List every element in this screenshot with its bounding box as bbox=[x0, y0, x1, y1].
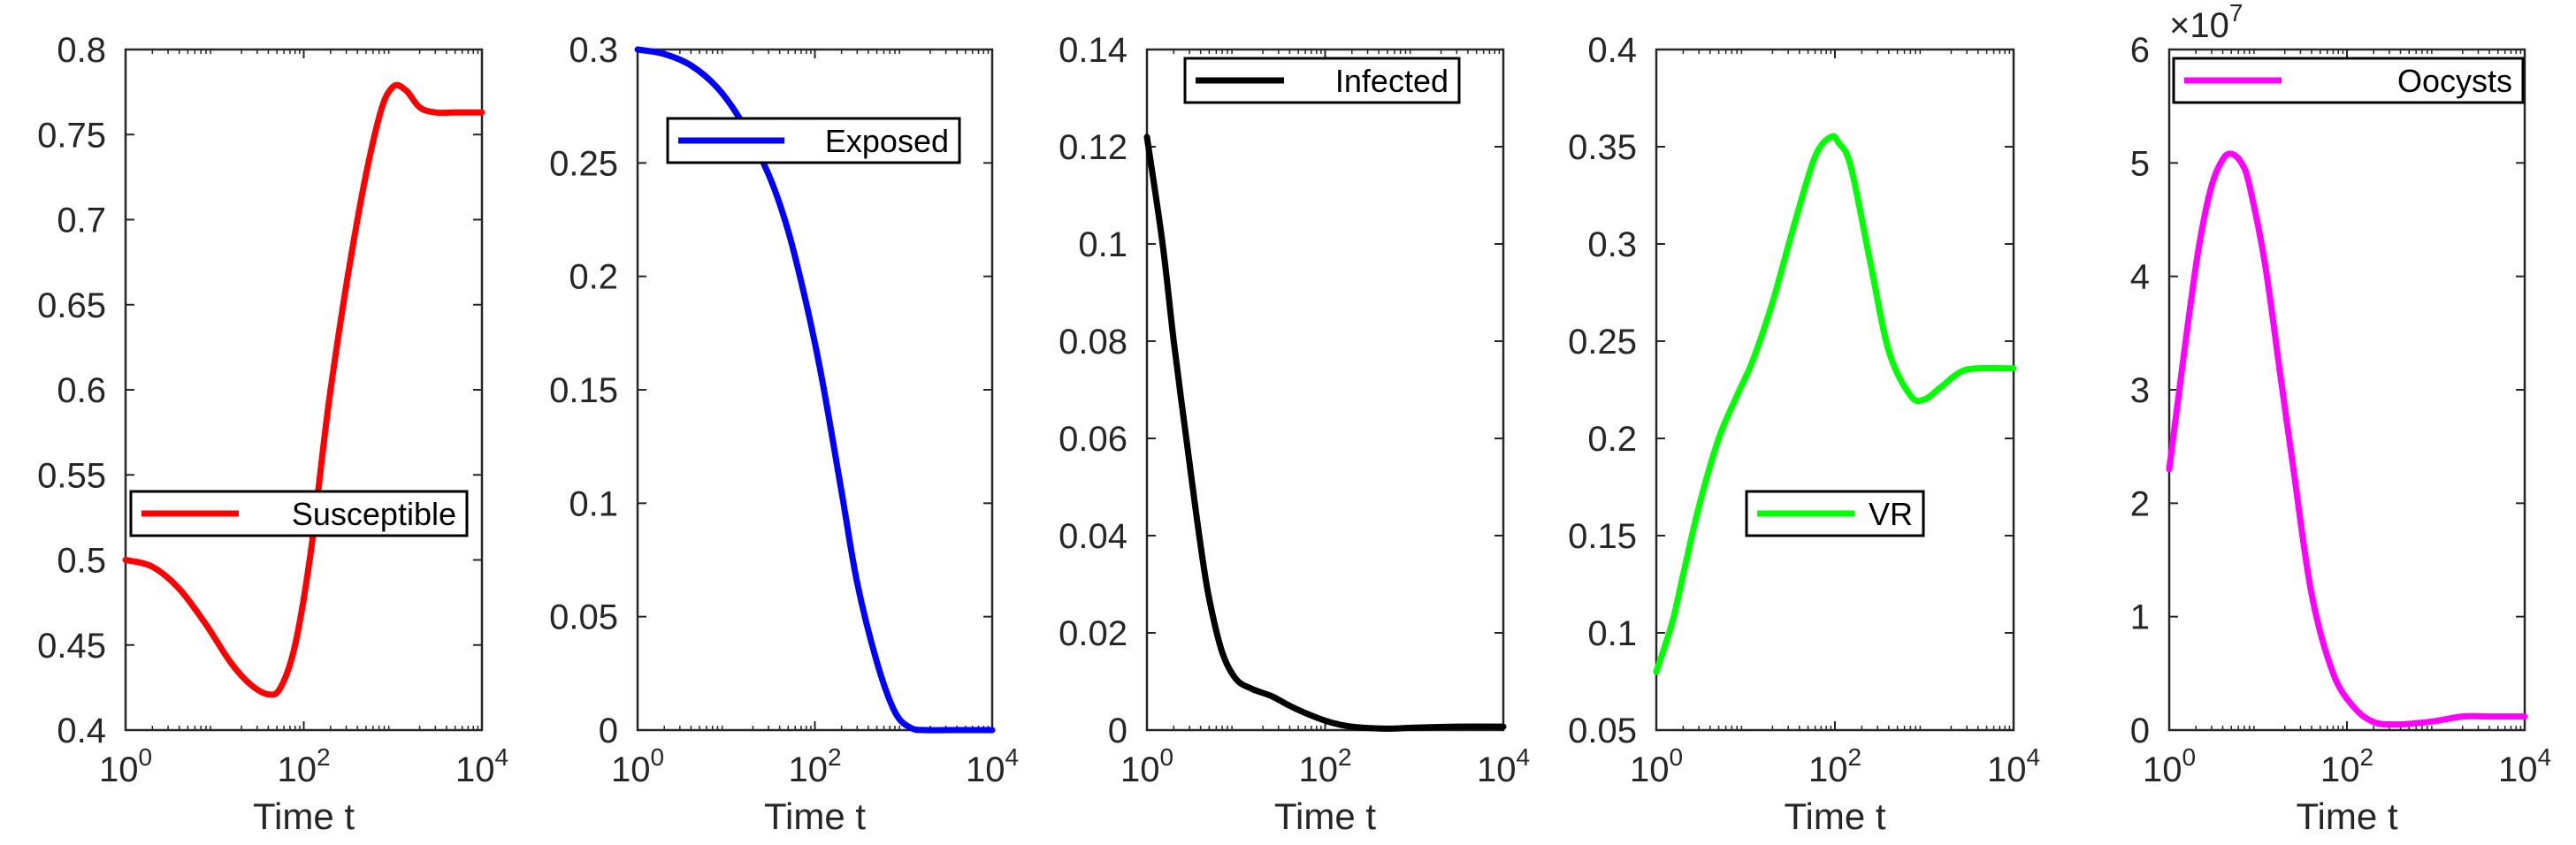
y-tick-label: 0 bbox=[599, 712, 618, 750]
y-tick-label: 3 bbox=[2130, 371, 2150, 410]
y-tick-label: 0.04 bbox=[1059, 517, 1127, 556]
y-tick-label: 0.8 bbox=[57, 31, 106, 70]
series-line-exposed bbox=[634, 46, 996, 734]
panel-susceptible: 100 102 104 0.4 0.45 0.5 0.55 0.6 0.65 0.7 0.75 0.8… bbox=[37, 31, 508, 837]
x-axis-label: Time t bbox=[1274, 796, 1376, 837]
x-axis-label: Time t bbox=[764, 796, 866, 837]
legend: VR bbox=[1745, 490, 1925, 537]
legend-label: Infected bbox=[1335, 63, 1449, 99]
y-tick-label: 0.02 bbox=[1059, 614, 1127, 653]
x-tick-label: 102 bbox=[2320, 743, 2373, 789]
panel-vr: 100 102 104 0.05 0.1 0.15 0.2 0.25 0.3 0.35 0.4 Tim… bbox=[1568, 31, 2040, 837]
x-tick-label: 104 bbox=[966, 743, 1019, 789]
y-tick-label: 0.4 bbox=[57, 712, 106, 750]
y-tick-label: 0.1 bbox=[1078, 225, 1127, 264]
legend-label: VR bbox=[1869, 496, 1913, 532]
y-tick-label: 0.5 bbox=[57, 542, 106, 581]
y-tick-label: 0.15 bbox=[549, 371, 618, 410]
x-tick-label: 100 bbox=[2143, 743, 2196, 789]
x-tick-label: 100 bbox=[611, 743, 664, 789]
y-tick-label: 0.65 bbox=[37, 286, 106, 325]
legend: Susceptible bbox=[129, 490, 469, 537]
y-tick-label: 5 bbox=[2130, 144, 2150, 183]
y-tick-label: 0.75 bbox=[37, 116, 106, 155]
y-tick-label: 0.25 bbox=[1568, 323, 1637, 362]
x-tick-label: 100 bbox=[99, 743, 152, 789]
x-tick-label: 100 bbox=[1120, 743, 1173, 789]
legend-label: Susceptible bbox=[292, 496, 456, 532]
x-tick-label: 102 bbox=[1808, 743, 1861, 789]
y-tick-label: 0.45 bbox=[37, 627, 106, 666]
panel-oocysts: 100 102 104 0 1 2 3 4 5 6 Time t ×107 Oocysts bbox=[2130, 0, 2551, 837]
y-tick-label: 0.05 bbox=[549, 598, 618, 637]
legend-label: Oocysts bbox=[2397, 63, 2512, 99]
x-tick-label: 100 bbox=[1630, 743, 1683, 789]
panel-exposed: 100 102 104 0 0.05 0.1 0.15 0.2 0.25 0.3 Time t Exp… bbox=[549, 31, 1019, 837]
legend: Exposed bbox=[666, 117, 961, 164]
y-tick-label: 0 bbox=[2130, 712, 2150, 750]
series-line-infected bbox=[1143, 133, 1507, 732]
y-tick-label: 0.2 bbox=[1587, 420, 1637, 459]
y-tick-label: 0.15 bbox=[1568, 517, 1637, 556]
y-tick-label: 0.4 bbox=[1587, 31, 1637, 70]
x-tick-label: 102 bbox=[1298, 743, 1351, 789]
y-tick-label: 0.1 bbox=[1587, 614, 1637, 653]
y-tick-label: 0.14 bbox=[1059, 31, 1127, 70]
y-tick-label: 0.08 bbox=[1059, 323, 1127, 362]
y-tick-label: 0.55 bbox=[37, 456, 106, 495]
y-tick-label: 2 bbox=[2130, 484, 2150, 523]
y-tick-label: 0.3 bbox=[569, 31, 618, 70]
x-tick-label: 102 bbox=[788, 743, 841, 789]
y-tick-label: 4 bbox=[2130, 258, 2150, 297]
series-line-oocysts bbox=[2166, 150, 2528, 728]
y-exponent-label: ×107 bbox=[2169, 0, 2243, 45]
legend-box bbox=[666, 117, 961, 164]
y-tick-label: 0.25 bbox=[549, 144, 618, 183]
y-tick-label: 0.3 bbox=[1587, 225, 1637, 264]
legend: Oocysts bbox=[2172, 57, 2525, 104]
y-tick-label: 1 bbox=[2130, 598, 2150, 637]
x-axis-label: Time t bbox=[2296, 796, 2397, 837]
y-tick-label: 0.2 bbox=[569, 258, 618, 297]
x-tick-label: 104 bbox=[2498, 743, 2551, 789]
legend: Infected bbox=[1183, 57, 1461, 104]
y-tick-label: 0.7 bbox=[57, 202, 106, 240]
x-tick-label: 104 bbox=[455, 743, 508, 789]
x-axis-label: Time t bbox=[253, 796, 355, 837]
series-line-vr bbox=[1653, 133, 2017, 675]
y-tick-label: 0.6 bbox=[57, 371, 106, 410]
y-tick-label: 0.06 bbox=[1059, 420, 1127, 459]
legend-label: Exposed bbox=[825, 123, 949, 159]
y-tick-label: 0.35 bbox=[1568, 128, 1637, 167]
x-tick-label: 104 bbox=[1987, 743, 2040, 789]
y-tick-label: 6 bbox=[2130, 31, 2150, 70]
y-tick-label: 0.05 bbox=[1568, 712, 1637, 750]
y-tick-label: 0.1 bbox=[569, 484, 618, 523]
y-tick-label: 0.12 bbox=[1059, 128, 1127, 167]
x-tick-label: 104 bbox=[1477, 743, 1530, 789]
y-tick-label: 0 bbox=[1108, 712, 1127, 750]
x-tick-label: 102 bbox=[277, 743, 330, 789]
x-axis-label: Time t bbox=[1784, 796, 1885, 837]
panel-infected: 100 102 104 0 0.02 0.04 0.06 0.08 0.1 0.12 0.14 Tim… bbox=[1059, 31, 1530, 837]
